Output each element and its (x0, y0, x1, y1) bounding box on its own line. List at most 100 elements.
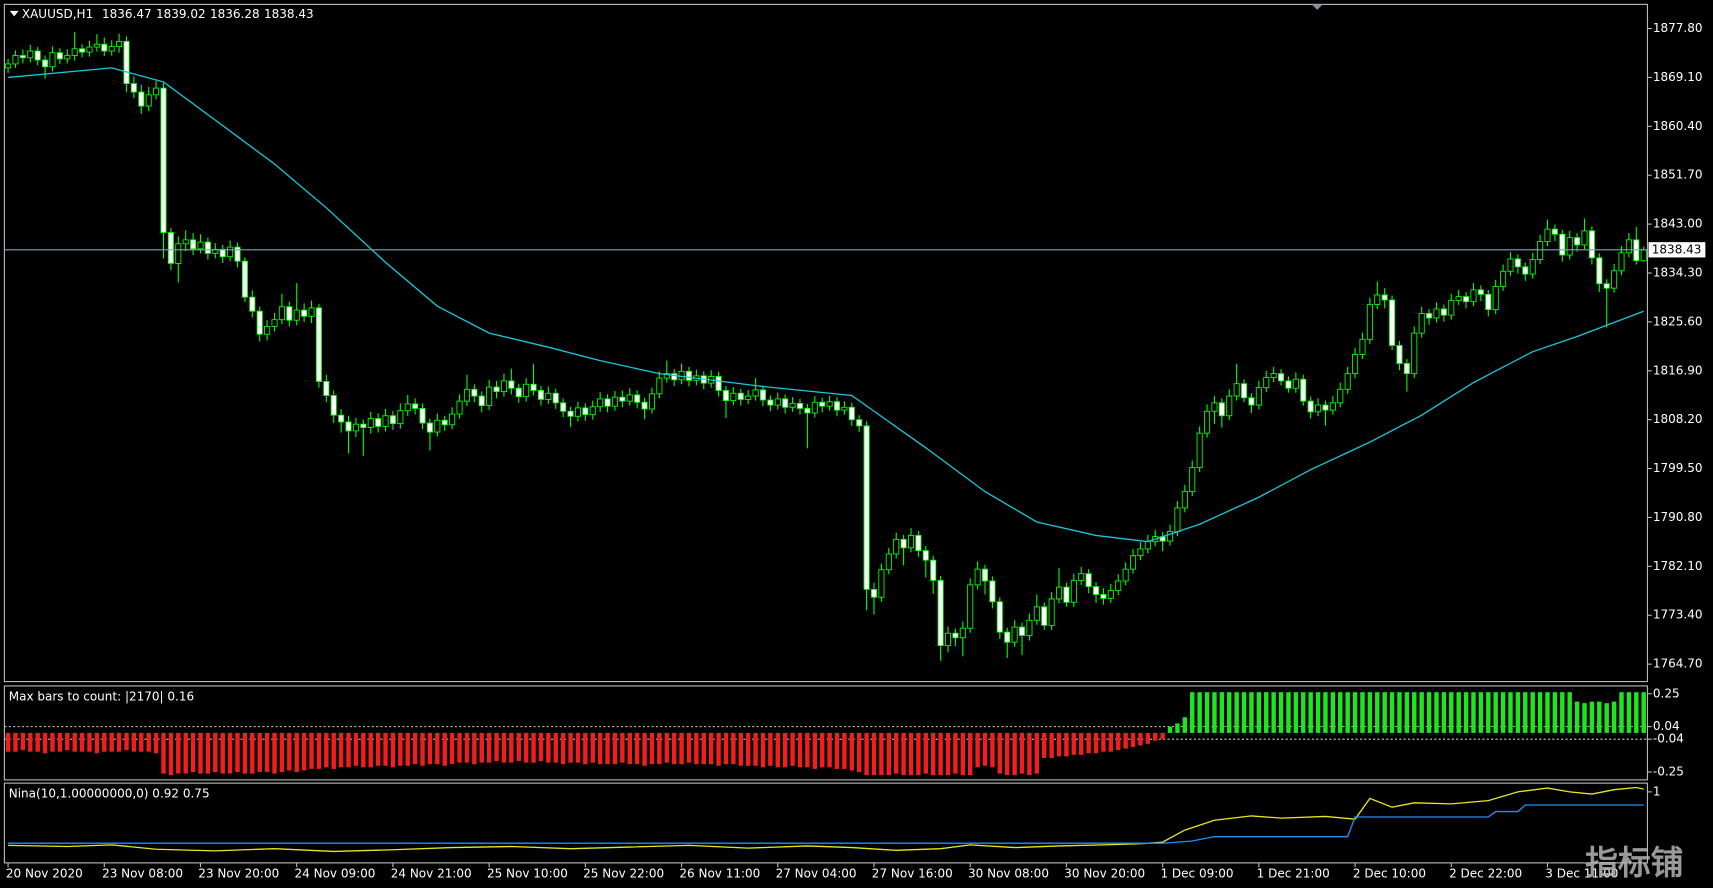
ohlc-value: 1839.02 (156, 7, 206, 21)
histogram-bar (1582, 703, 1587, 733)
histogram-bar (131, 732, 137, 752)
candle-body (227, 246, 234, 258)
candle-body (878, 569, 885, 598)
candle-body (1396, 345, 1403, 364)
histogram-bar (1012, 732, 1017, 776)
candle-body (1048, 598, 1055, 626)
histogram-bar (72, 732, 77, 752)
candle-body (1588, 230, 1595, 259)
candle-body (153, 87, 160, 96)
histogram-bar (1552, 692, 1558, 733)
candle-body (12, 55, 19, 65)
histogram-bar (1478, 692, 1484, 733)
candle-body (19, 55, 26, 59)
candle-body (656, 377, 663, 395)
histogram-bar (1367, 692, 1373, 733)
candle-body (64, 55, 71, 60)
ohlc-value: 1838.43 (264, 7, 314, 21)
candle-body (1174, 507, 1181, 532)
histogram-bar (1560, 692, 1565, 733)
candle-body (241, 260, 248, 298)
x-tick-label: 30 Nov 08:00 (968, 866, 1049, 880)
candle-body (219, 248, 226, 258)
candle-body (375, 418, 382, 427)
histogram-bar (1500, 692, 1506, 733)
histogram-bar (819, 732, 825, 768)
histogram-bar (1219, 692, 1225, 733)
candle-body (404, 403, 411, 412)
candle-body (367, 418, 374, 428)
histogram-bar (1086, 732, 1091, 754)
candle-body (648, 393, 655, 410)
histogram-bar (1330, 692, 1336, 733)
histogram-bar (716, 732, 721, 766)
candle-body (1625, 239, 1632, 254)
candle-body (1381, 294, 1388, 301)
histogram-bar (1619, 692, 1624, 733)
candle-body (1440, 308, 1447, 316)
candle-body (1544, 228, 1551, 242)
candle-body (930, 559, 937, 581)
histogram-bar (827, 732, 832, 768)
histogram-bar (575, 732, 581, 763)
candle-body (1315, 404, 1322, 413)
candle-body (537, 390, 544, 400)
candle-body (352, 423, 359, 432)
candle-body (1344, 373, 1351, 390)
y-tick-label: 0.04 (1653, 719, 1680, 733)
histogram-bar (35, 732, 40, 752)
histogram-bar (568, 732, 573, 763)
histogram-bar (1382, 692, 1387, 733)
candle-body (1041, 606, 1048, 626)
histogram-bar (1604, 703, 1609, 733)
histogram-bar (1049, 732, 1054, 758)
histogram-bar (509, 732, 514, 763)
candle-body (308, 307, 315, 317)
histogram-bar (1167, 726, 1173, 733)
ohlc-value: 1836.28 (210, 7, 260, 21)
histogram-bar (1227, 692, 1232, 733)
histogram-bar (1093, 732, 1099, 754)
candle-body (264, 325, 271, 335)
candle-body (1618, 252, 1625, 272)
candle-body (56, 52, 63, 60)
histogram-bar (605, 732, 610, 765)
histogram-bar (701, 732, 706, 765)
candle-body (286, 306, 293, 321)
line-series (8, 804, 1644, 844)
histogram-bar (398, 732, 403, 766)
candle-body (1611, 270, 1618, 289)
line-series (8, 67, 1644, 543)
candle-body (116, 41, 123, 47)
histogram-bar (1352, 692, 1358, 733)
histogram-bar (1545, 692, 1550, 733)
x-tick-label: 1 Dec 09:00 (1160, 866, 1233, 880)
histogram-bar (1271, 692, 1276, 733)
histogram-bar (1456, 692, 1461, 733)
histogram-bar (627, 732, 632, 765)
candle-body (42, 59, 49, 68)
candle-body (1492, 286, 1499, 310)
x-tick-label: 27 Nov 04:00 (776, 866, 857, 880)
candle-body (1055, 586, 1063, 600)
candle-body (234, 246, 241, 262)
candle-body (493, 386, 500, 393)
candle-body (611, 396, 618, 407)
histogram-bar (753, 732, 758, 766)
candle-body (1537, 241, 1544, 260)
histogram-bar (812, 732, 818, 769)
main-panel-frame (3, 3, 1648, 683)
histogram-bar (153, 732, 159, 754)
candle-body (1448, 300, 1455, 316)
candle-body (545, 392, 552, 400)
histogram-bar (309, 732, 314, 769)
candle-body (382, 415, 389, 427)
candle-body (833, 401, 841, 411)
candle-body (574, 407, 581, 417)
y-tick-label: 1816.90 (1653, 363, 1703, 377)
candle-body (1529, 259, 1536, 275)
histogram-bar (1241, 692, 1247, 733)
candle-body (730, 392, 737, 402)
candle-body (870, 588, 878, 598)
